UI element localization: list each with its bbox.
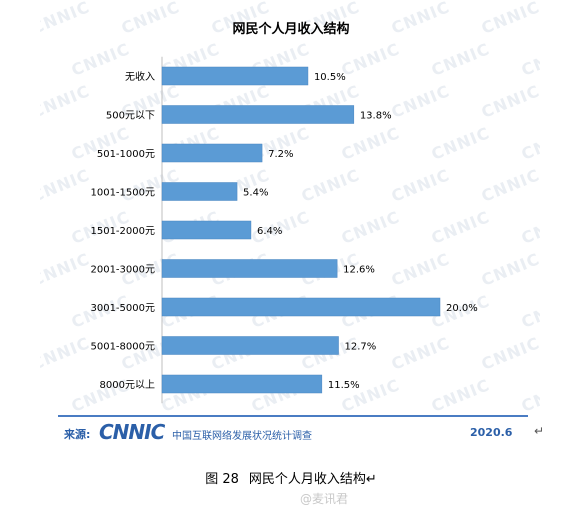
figure-number: 图 28 xyxy=(205,472,239,487)
figure-caption: 图 28 网民个人月收入结构↵ xyxy=(0,468,582,487)
data-label: 20.0% xyxy=(446,303,478,314)
bar-6 xyxy=(161,297,441,317)
organization-name: 中国互联网络发展状况统计调查 xyxy=(172,431,312,442)
bar-7 xyxy=(161,336,339,355)
data-label: 12.7% xyxy=(345,342,377,353)
bar-5 xyxy=(161,259,338,278)
data-label: 13.8% xyxy=(360,111,392,122)
data-label: 7.2% xyxy=(268,149,293,160)
data-label: 5.4% xyxy=(243,188,268,199)
bar-8 xyxy=(161,374,323,394)
category-label: 5001-8000元 xyxy=(90,342,155,353)
category-label: 501-1000元 xyxy=(97,149,155,160)
weibo-watermark: @麦讯君 xyxy=(300,492,349,506)
category-label: 8000元以上 xyxy=(100,379,155,391)
bar-2 xyxy=(161,143,263,163)
category-label: 无收入 xyxy=(125,70,155,83)
category-label: 1001-1500元 xyxy=(90,188,155,199)
data-label: 12.6% xyxy=(343,265,375,276)
paragraph-mark: ↵ xyxy=(534,424,545,438)
bar-4 xyxy=(161,220,252,240)
data-label: 11.5% xyxy=(328,380,360,391)
category-label: 1501-2000元 xyxy=(90,226,155,237)
data-label: 10.5% xyxy=(314,72,346,83)
bar-0 xyxy=(161,66,309,86)
report-date: 2020.6 xyxy=(470,426,513,439)
source-label: 来源: xyxy=(64,428,91,441)
cnnic-logo: CNNIC xyxy=(99,420,165,444)
data-label: 6.4% xyxy=(257,226,282,237)
bar-1 xyxy=(161,105,355,124)
footer-divider xyxy=(58,415,528,417)
bar-chart: 无收入 10.5% 500元以下 13.8% 501-1000元 7.2% 1001-150… xyxy=(90,56,478,404)
category-label: 3001-5000元 xyxy=(90,303,155,314)
bar-3 xyxy=(161,182,238,201)
chart-title: 网民个人月收入结构 xyxy=(232,22,350,37)
caption-paragraph-mark: ↵ xyxy=(365,472,377,487)
figure-caption-text: 网民个人月收入结构 xyxy=(248,472,366,487)
category-label: 500元以下 xyxy=(106,111,155,122)
category-label: 2001-3000元 xyxy=(90,265,155,276)
